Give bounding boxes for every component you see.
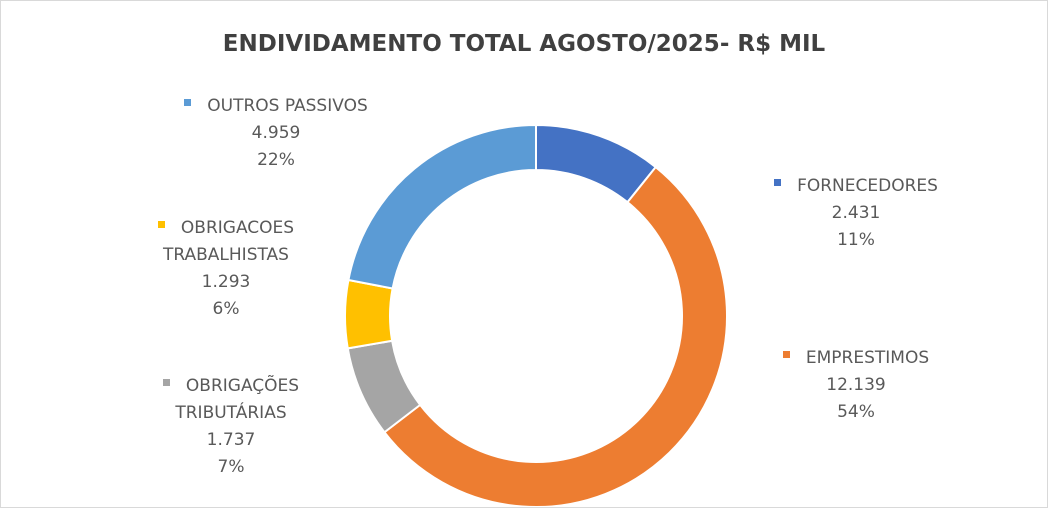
category-label: EMPRESTIMOS [805,348,930,368]
legend-marker [162,379,170,386]
value-label: 12.139 [826,375,886,395]
label-name-line: OBRIGAÇÕES TRIBUTÁRIAS [136,373,326,427]
category-label: OBRIGAÇÕES TRIBUTÁRIAS [175,376,300,423]
category-label: OUTROS PASSIVOS [207,96,368,116]
label-name-line: OUTROS PASSIVOS [146,93,406,120]
donut-segment [344,278,394,350]
chart-title: ENDIVIDAMENTO TOTAL AGOSTO/2025- R$ MIL [222,31,826,57]
value-label: 1.293 [201,272,251,292]
percent-label: 22% [257,150,295,170]
donut-segment [347,123,537,290]
value-label: 1.737 [206,430,256,450]
data-label: OBRIGACOES TRABALHISTAS 1.293 6% [131,215,321,323]
percent-label: 11% [837,230,875,250]
category-label: OBRIGACOES TRABALHISTAS [163,218,295,265]
category-label: FORNECEDORES [797,176,938,196]
label-name-line: OBRIGACOES TRABALHISTAS [131,215,321,269]
data-label: FORNECEDORES 2.431 11% [746,173,966,254]
label-name-line: FORNECEDORES [746,173,966,200]
data-label: OBRIGAÇÕES TRIBUTÁRIAS 1.737 7% [136,373,326,481]
legend-marker [184,99,192,106]
value-label: 4.959 [251,123,301,143]
data-label: OUTROS PASSIVOS 4.959 22% [146,93,406,174]
percent-label: 54% [837,402,875,422]
legend-marker [157,221,165,228]
percent-label: 7% [217,457,245,477]
label-name-line: EMPRESTIMOS [746,345,966,372]
legend-marker [774,179,782,186]
legend-marker [782,351,790,358]
data-label: EMPRESTIMOS 12.139 54% [746,345,966,426]
donut-segment [383,165,728,507]
value-label: 2.431 [831,203,881,223]
percent-label: 6% [212,299,240,319]
